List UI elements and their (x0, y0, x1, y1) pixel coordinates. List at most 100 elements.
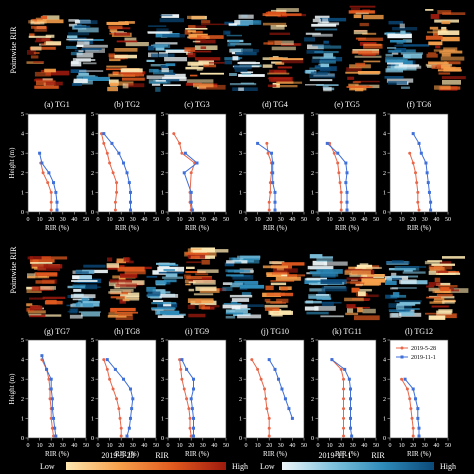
series-line-1 (173, 133, 196, 211)
point-cloud-patch (27, 50, 36, 55)
point-cloud-patch (161, 68, 169, 73)
point-cloud-patch (267, 84, 277, 88)
y-tick-label: 0 (311, 436, 314, 442)
data-point-s1 (265, 141, 269, 145)
y-tick-label: 5 (239, 338, 242, 344)
data-point-s2 (416, 407, 420, 411)
point-cloud-patch (224, 57, 241, 61)
data-point-s1 (180, 151, 184, 155)
panel-title: (d) TG4 (262, 100, 288, 109)
point-cloud-patch (27, 273, 36, 279)
point-cloud-patch (66, 38, 94, 41)
series-line-1 (329, 143, 342, 210)
point-cloud-patch (441, 36, 460, 42)
point-cloud-patch (229, 83, 257, 86)
point-cloud-patch (399, 279, 417, 284)
x-tick-label: 40 (141, 217, 147, 223)
point-cloud-patch (436, 313, 457, 319)
point-cloud-patch (429, 301, 445, 304)
point-cloud-patch (316, 269, 343, 274)
point-cloud-patch (388, 309, 411, 312)
point-cloud-patch (433, 33, 439, 36)
point-cloud-patch (76, 44, 84, 47)
point-cloud-patch (191, 63, 199, 68)
data-point-s2 (283, 397, 287, 401)
point-cloud-patch (200, 46, 207, 49)
data-point-s2 (117, 151, 121, 155)
point-cloud-patch (119, 299, 126, 304)
x-tick-label: 30 (60, 217, 66, 223)
point-cloud-patch (156, 28, 169, 33)
x-tick-label: 10 (37, 217, 43, 223)
point-cloud-patch (72, 303, 81, 308)
point-cloud-patch (124, 269, 146, 275)
point-cloud-patch (436, 270, 449, 273)
point-cloud-patch (428, 41, 443, 46)
y-tick-label: 2 (311, 171, 314, 177)
data-point-s2 (411, 132, 415, 136)
data-point-s2 (102, 132, 106, 136)
data-point-s1 (46, 181, 50, 185)
y-tick-label: 2 (161, 171, 164, 177)
point-cloud-patch (232, 87, 258, 91)
point-cloud-patch (118, 276, 126, 281)
point-cloud-patch (74, 25, 91, 28)
point-cloud-patch (123, 257, 131, 262)
point-cloud-patch (434, 85, 451, 90)
legend-marker (400, 355, 404, 359)
x-tick-label: 50 (445, 443, 451, 449)
point-cloud-patch (71, 60, 79, 64)
point-cloud-patch (26, 303, 33, 307)
point-cloud-patch (266, 273, 282, 277)
point-cloud-patch (152, 300, 164, 302)
point-cloud-patch (276, 267, 284, 271)
point-cloud-patch (314, 15, 330, 19)
data-point-s2 (192, 387, 196, 391)
point-cloud-patch (197, 269, 219, 273)
colorbar-high: High (440, 462, 456, 471)
point-cloud-patch (82, 62, 97, 65)
y-tick-label: 1 (161, 190, 164, 196)
x-tick-label: 10 (107, 443, 113, 449)
point-cloud-patch (67, 35, 78, 39)
point-cloud-patch (234, 48, 243, 52)
point-cloud-patch (440, 287, 450, 291)
point-cloud-patch (73, 78, 88, 83)
point-cloud-patch (234, 69, 248, 73)
data-point-s2 (192, 426, 196, 430)
point-cloud-patch (82, 302, 94, 308)
point-cloud-patch (122, 83, 129, 89)
point-cloud-patch (72, 83, 82, 86)
y-tick-label: 4 (383, 132, 386, 138)
data-point-s2 (345, 190, 349, 194)
row-ylabel-1: Pointwise RIR (9, 26, 18, 74)
x-tick-label: 0 (317, 217, 320, 223)
data-point-s2 (290, 416, 294, 420)
point-cloud-patch (349, 5, 376, 8)
point-cloud-patch (428, 282, 441, 286)
y-tick-label: 5 (21, 112, 24, 118)
y-tick-label: 3 (239, 377, 242, 383)
point-cloud-patch (262, 22, 287, 26)
data-point-s2 (348, 407, 352, 411)
data-point-s2 (110, 141, 114, 145)
x-tick-label: 40 (433, 217, 439, 223)
point-cloud-patch (160, 65, 169, 69)
data-point-s2 (417, 141, 421, 145)
point-cloud-patch (33, 61, 45, 63)
point-cloud-patch (240, 20, 262, 25)
point-cloud-patch (226, 34, 242, 37)
point-cloud-patch (264, 307, 280, 311)
point-cloud-patch (72, 298, 90, 301)
data-point-s1 (256, 367, 260, 371)
point-cloud-patch (158, 271, 184, 274)
point-cloud-patch (320, 315, 344, 318)
y-tick-label: 0 (383, 436, 386, 442)
point-cloud-patch (349, 272, 368, 277)
point-cloud-patch (431, 305, 449, 308)
x-tick-label: 50 (373, 443, 379, 449)
point-cloud-patch (440, 56, 465, 61)
point-cloud-patch (240, 71, 254, 74)
point-cloud-patch (122, 298, 130, 302)
point-cloud-patch (384, 76, 404, 79)
